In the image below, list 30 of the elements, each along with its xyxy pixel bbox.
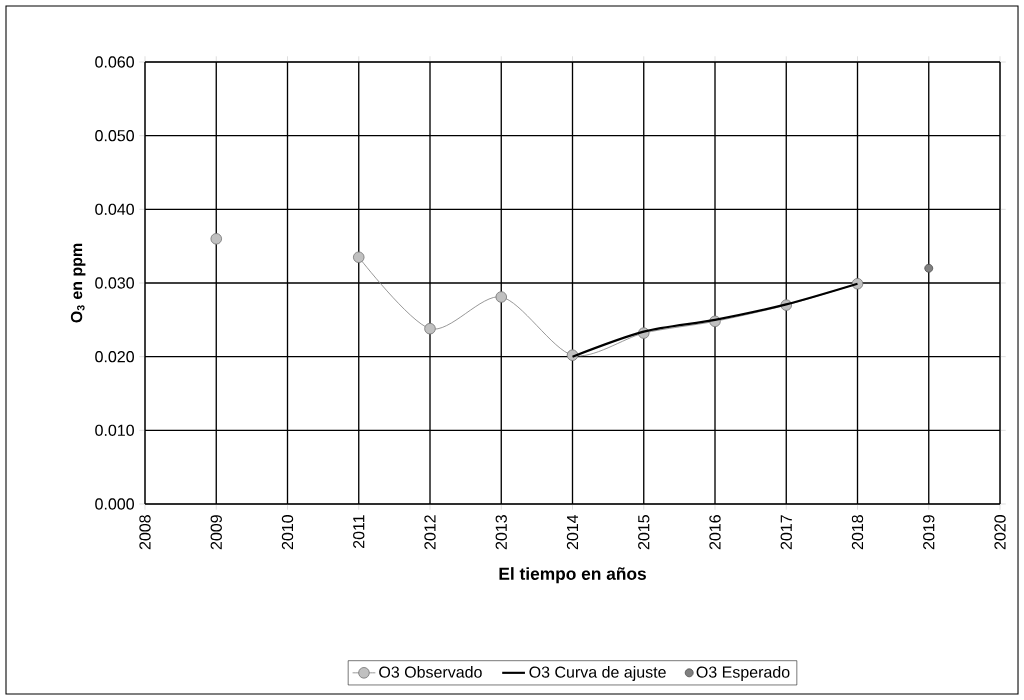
x-tick-label: 2011 bbox=[353, 515, 365, 549]
x-tick-label: 2016 bbox=[709, 515, 721, 550]
legend-label: O3 Curva de ajuste bbox=[529, 666, 666, 681]
x-tick-label: 2018 bbox=[851, 515, 864, 550]
y-tick-label: 0.030 bbox=[95, 277, 134, 289]
point bbox=[353, 251, 365, 263]
legend-label: O3 Observado bbox=[379, 666, 482, 678]
x-tick-label: 2014 bbox=[566, 514, 579, 550]
point bbox=[495, 291, 507, 303]
x-tick-label: 2019 bbox=[923, 515, 935, 550]
x-tick-label: 2009 bbox=[210, 515, 222, 550]
x-tick-label: 2017 bbox=[780, 515, 792, 550]
y-tick-label: 0.010 bbox=[95, 424, 134, 436]
x-tick-label: 2008 bbox=[139, 515, 151, 550]
point bbox=[210, 233, 222, 245]
point bbox=[924, 263, 934, 273]
y-tick-label: 0.020 bbox=[95, 351, 134, 363]
x-tick-label: 2010 bbox=[281, 515, 294, 550]
y-tick-label: 0.060 bbox=[95, 56, 134, 68]
legend-label: O3 Esperado bbox=[696, 666, 790, 681]
y-tick-label: 0.000 bbox=[95, 498, 134, 510]
y-tick-label: 0.050 bbox=[95, 130, 134, 142]
x-tick-label: 2013 bbox=[495, 515, 507, 550]
point bbox=[424, 322, 436, 335]
x-axis-title: El tiempo en años bbox=[499, 567, 646, 584]
x-tick-label: 2012 bbox=[424, 515, 436, 550]
y-axis-title: O$_{3}$ en ppm bbox=[70, 243, 86, 323]
y-tick-label: 0.040 bbox=[95, 203, 134, 215]
x-tick-label: 2015 bbox=[638, 515, 650, 550]
x-tick-label: 2020 bbox=[994, 515, 1006, 550]
